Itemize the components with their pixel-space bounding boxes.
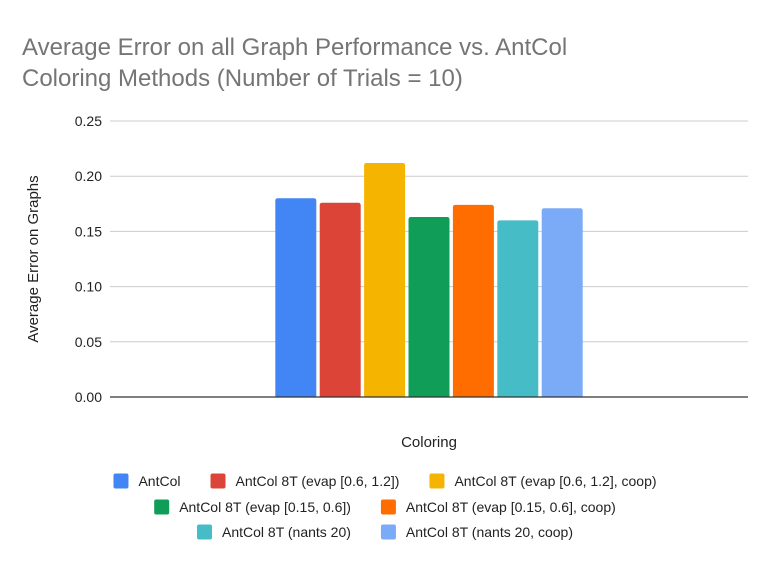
y-axis-ticks: 0.00 0.05 0.10 0.15 0.20 0.25 <box>75 113 102 405</box>
legend-label: AntCol 8T (nants 20, coop) <box>406 524 573 540</box>
bar <box>364 162 406 397</box>
y-tick-label: 0.20 <box>75 168 102 184</box>
chart-title-line-1: Average Error on all Graph Performance v… <box>22 34 567 61</box>
legend-swatch <box>154 499 170 515</box>
legend-label: AntCol 8T (nants 20) <box>222 524 351 540</box>
legend-label: AntCol 8T (evap [0.6, 1.2], coop) <box>454 473 656 489</box>
y-tick-label: 0.00 <box>75 389 102 405</box>
x-axis-title: Coloring <box>401 434 457 451</box>
y-tick-label: 0.25 <box>75 113 102 129</box>
chart-title-line-2: Coloring Methods (Number of Trials = 10) <box>22 65 463 92</box>
bar <box>319 202 361 397</box>
y-axis-title: Average Error on Graphs <box>25 175 42 342</box>
bar <box>452 204 494 397</box>
legend-label: AntCol 8T (evap [0.15, 0.6], coop) <box>406 499 616 515</box>
bar <box>497 220 539 397</box>
legend-swatch <box>380 524 396 540</box>
legend: AntCol AntCol 8T (evap [0.6, 1.2]) AntCol … <box>113 473 657 540</box>
legend-swatch <box>380 499 396 515</box>
legend-swatch <box>429 473 445 489</box>
legend-label: AntCol 8T (evap [0.15, 0.6]) <box>179 499 351 515</box>
legend-label: AntCol <box>138 473 180 489</box>
legend-label: AntCol 8T (evap [0.6, 1.2]) <box>236 473 400 489</box>
bar <box>408 217 450 397</box>
bar <box>275 198 317 397</box>
bar <box>541 208 583 397</box>
y-tick-label: 0.10 <box>75 279 102 295</box>
y-tick-label: 0.15 <box>75 223 102 239</box>
bars <box>275 162 583 397</box>
y-tick-label: 0.05 <box>75 334 102 350</box>
legend-swatch <box>197 524 213 540</box>
legend-swatch <box>210 473 226 489</box>
legend-swatch <box>113 473 129 489</box>
chart-title: Average Error on all Graph Performance v… <box>22 34 567 92</box>
